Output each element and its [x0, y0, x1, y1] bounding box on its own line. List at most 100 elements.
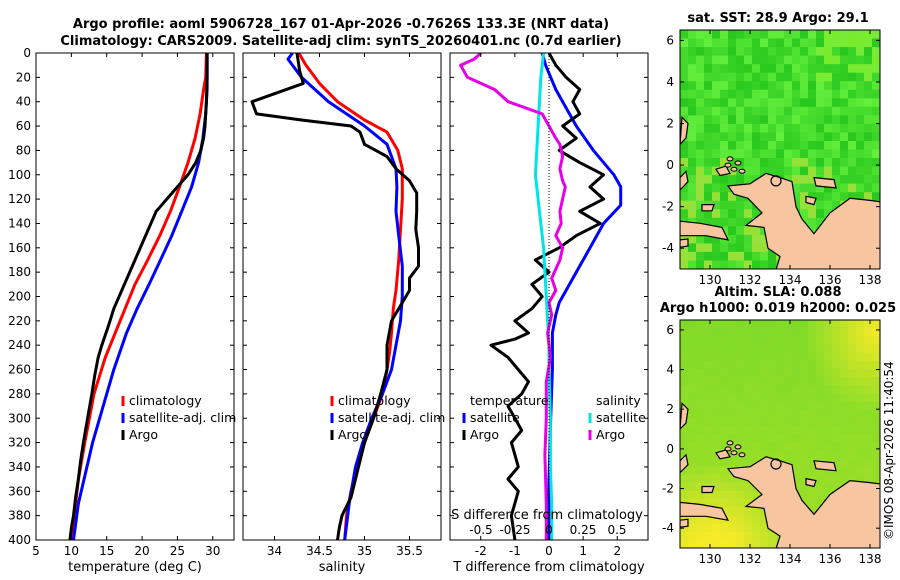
western-island	[680, 170, 689, 191]
y-tick-label: 340	[8, 460, 31, 474]
lon-tick-label: 136	[819, 552, 842, 566]
sla-map-title: Argo h1000: 0.019 h2000: 0.025	[660, 301, 896, 316]
s-diff-tick-label: -0.5	[469, 523, 492, 537]
lon-tick-label: 130	[699, 273, 722, 287]
sla-map-title: Altim. SLA: 0.088	[715, 285, 842, 300]
x-tick-label: 5	[32, 544, 40, 558]
lat-tick-label: 2	[666, 117, 674, 131]
new-guinea-landmass	[726, 172, 880, 269]
halmahera-coast	[680, 115, 689, 146]
argo-float-marker	[770, 458, 782, 470]
temperature-legend-title: temperature	[470, 393, 549, 408]
diff-temperature-satellite-legend-label: satellite	[470, 410, 520, 425]
satellite-adj-clim-legend-label: satellite-adj. clim	[129, 410, 236, 425]
sst-map: sat. SST: 28.9 Argo: 29.1 130 132 134 136 138…	[662, 11, 882, 287]
argo-legend-label: Argo	[129, 427, 158, 442]
y-tick-label: 380	[8, 509, 31, 523]
argo-float-marker	[770, 175, 782, 187]
misool-island	[701, 485, 715, 494]
ambon-island	[680, 518, 689, 528]
x-tick-label: 20	[134, 544, 149, 558]
lat-tick-label: 0	[666, 158, 674, 172]
y-tick-label: 0	[23, 46, 31, 60]
new-guinea-landmass	[726, 456, 880, 548]
s-diff-tick-label: 0.5	[607, 523, 626, 537]
sst-map-title: sat. SST: 28.9 Argo: 29.1	[687, 11, 868, 26]
y-tick-label: 100	[8, 168, 31, 182]
salinity-xlabel: salinity	[319, 560, 366, 575]
s-diff-tick-label: 0	[545, 523, 553, 537]
diff-salinity-satellite-legend-label: satellite	[596, 410, 646, 425]
y-tick-label: 360	[8, 484, 31, 498]
lat-tick-label: 0	[666, 442, 674, 456]
small-island	[738, 168, 746, 174]
lat-tick-label: -2	[662, 200, 674, 214]
lat-tick-label: 6	[666, 33, 674, 47]
western-island	[680, 453, 689, 474]
lon-tick-label: 138	[859, 552, 882, 566]
lon-tick-label: 132	[739, 552, 762, 566]
argo-line	[250, 53, 420, 540]
small-island	[730, 450, 738, 456]
salinity-argo-legend-label: Argo	[338, 427, 367, 442]
x-tick-label: -2	[475, 544, 487, 558]
difference-xlabel: T difference from climatology	[452, 560, 645, 575]
y-tick-label: 160	[8, 241, 31, 255]
difference-panel: -2 -1 0 1 2 T difference from climatology S di…	[449, 52, 649, 575]
y-tick-label: 400	[8, 533, 31, 547]
climatology-legend-label: climatology	[129, 393, 202, 408]
small-island	[730, 166, 738, 172]
diff-salinity-argo-legend-label: Argo	[596, 427, 625, 442]
biak-island	[813, 176, 837, 189]
s-diff-tick-label: 0.25	[570, 523, 597, 537]
x-tick-label: 10	[64, 544, 79, 558]
yapen-island	[805, 195, 817, 206]
x-tick-label: 34	[267, 544, 282, 558]
yapen-island	[805, 477, 817, 488]
y-tick-label: 140	[8, 216, 31, 230]
y-tick-label: 40	[16, 95, 31, 109]
temperature-xlabel: temperature (deg C)	[68, 560, 202, 575]
lat-tick-label: 2	[666, 402, 674, 416]
figure-title-line2: Climatology: CARS2009. Satellite-adj cli…	[60, 34, 621, 49]
lon-tick-label: 138	[859, 273, 882, 287]
x-tick-label: 25	[170, 544, 185, 558]
y-tick-label: 220	[8, 314, 31, 328]
y-tick-label: 60	[16, 119, 31, 133]
y-tick-label: 80	[16, 143, 31, 157]
waigeo-island	[715, 449, 731, 460]
imos-watermark: ©IMOS 08-Apr-2026 11:40:54	[882, 361, 896, 540]
misool-island	[701, 204, 715, 212]
seram-island	[680, 220, 730, 241]
x-tick-label: 1	[579, 544, 587, 558]
halmahera-coast	[680, 401, 689, 430]
y-tick-label: 240	[8, 338, 31, 352]
y-tick-label: 280	[8, 387, 31, 401]
small-island	[724, 162, 732, 168]
ambon-island	[680, 238, 689, 248]
salinity-panel: 34 34.5 35 35.5 salinity climatology satellite…	[242, 52, 445, 575]
temperature-satellite-line	[540, 53, 623, 540]
small-island	[726, 440, 734, 446]
lat-tick-label: -4	[662, 521, 674, 535]
lat-tick-label: 4	[666, 75, 674, 89]
satellite-adj-clim-line	[286, 53, 404, 540]
small-island	[726, 156, 734, 162]
s-difference-label: S difference from climatology	[451, 508, 643, 523]
figure-title-line1: Argo profile: aoml 5906728_167 01-Apr-20…	[73, 17, 609, 32]
y-tick-label: 300	[8, 411, 31, 425]
diff-temperature-argo-legend-label: Argo	[470, 427, 499, 442]
y-tick-label: 320	[8, 436, 31, 450]
lon-tick-label: 136	[819, 273, 842, 287]
temperature-panel: 5 10 15 20 25 3002040608010012014016018020022…	[8, 46, 236, 575]
x-tick-label: 34.5	[306, 544, 333, 558]
s-diff-tick-label: -0.25	[499, 523, 530, 537]
y-tick-label: 260	[8, 363, 31, 377]
lat-tick-label: 4	[666, 363, 674, 377]
x-tick-label: 2	[613, 544, 621, 558]
salinity-argo-line	[459, 53, 567, 540]
salinity-legend-title: salinity	[596, 393, 641, 408]
x-tick-label: 15	[99, 544, 114, 558]
